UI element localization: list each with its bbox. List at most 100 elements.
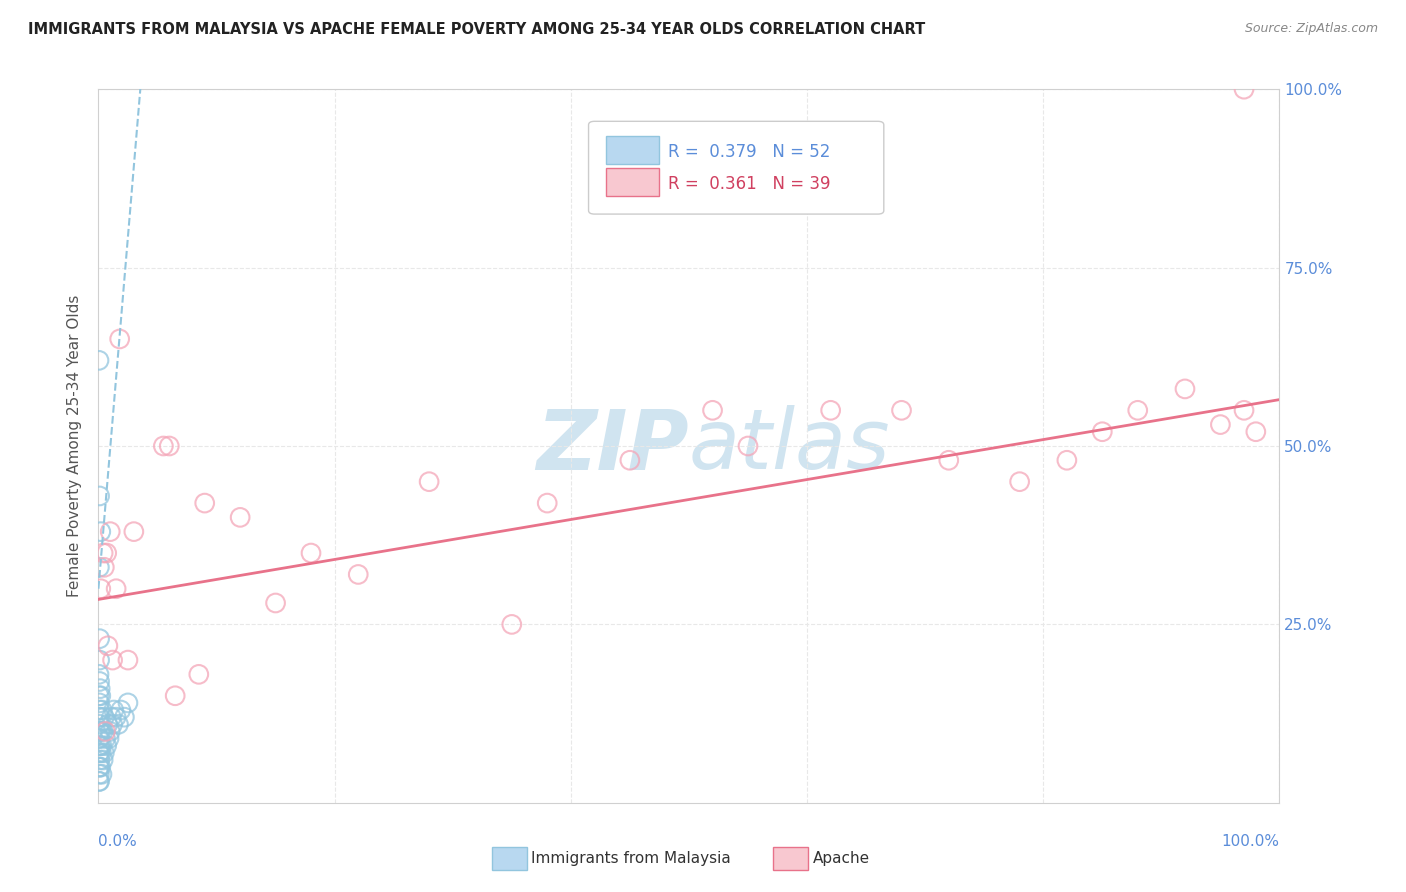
Point: [87, 667, 110, 681]
Point: [1056, 453, 1078, 467]
Text: Immigrants from Malaysia: Immigrants from Malaysia: [531, 852, 731, 866]
Point: [1174, 382, 1197, 396]
Point: [1233, 82, 1256, 96]
Point: [89, 739, 111, 753]
Point: [187, 667, 209, 681]
Point: [1008, 475, 1031, 489]
Point: [105, 710, 128, 724]
Point: [89, 560, 111, 574]
Point: [90, 724, 112, 739]
Point: [1126, 403, 1149, 417]
Point: [1209, 417, 1232, 432]
Text: IMMIGRANTS FROM MALAYSIA VS APACHE FEMALE POVERTY AMONG 25-34 YEAR OLDS CORRELAT: IMMIGRANTS FROM MALAYSIA VS APACHE FEMAL…: [28, 22, 925, 37]
Point: [108, 332, 131, 346]
Point: [96, 739, 118, 753]
Point: [89, 703, 111, 717]
Text: 0.0%: 0.0%: [98, 834, 138, 849]
Point: [90, 739, 112, 753]
Point: [264, 596, 287, 610]
Text: 100.0%: 100.0%: [1222, 834, 1279, 849]
Point: [1233, 403, 1256, 417]
Point: [299, 546, 322, 560]
Point: [89, 760, 111, 774]
Point: [418, 475, 440, 489]
Point: [89, 774, 111, 789]
Point: [103, 703, 125, 717]
Point: [194, 496, 217, 510]
Point: [89, 767, 111, 781]
Point: [91, 724, 114, 739]
Point: [87, 353, 110, 368]
Point: [97, 717, 120, 731]
Point: [87, 774, 110, 789]
Point: [890, 403, 912, 417]
Text: Source: ZipAtlas.com: Source: ZipAtlas.com: [1244, 22, 1378, 36]
Text: R =  0.361   N = 39: R = 0.361 N = 39: [668, 175, 830, 193]
Point: [101, 717, 124, 731]
Point: [536, 496, 558, 510]
Point: [91, 739, 114, 753]
Point: [229, 510, 252, 524]
Point: [101, 653, 124, 667]
Point: [91, 753, 114, 767]
Text: atlas: atlas: [689, 406, 890, 486]
Point: [98, 524, 121, 539]
Point: [87, 760, 110, 774]
Point: [112, 710, 135, 724]
Point: [737, 439, 759, 453]
Point: [94, 724, 117, 739]
Point: [90, 582, 112, 596]
Point: [90, 524, 112, 539]
Point: [165, 689, 187, 703]
Point: [501, 617, 523, 632]
Y-axis label: Female Poverty Among 25-34 Year Olds: Female Poverty Among 25-34 Year Olds: [67, 295, 83, 597]
Point: [87, 689, 110, 703]
Point: [90, 760, 112, 774]
Point: [87, 746, 110, 760]
Point: [98, 731, 121, 746]
FancyBboxPatch shape: [589, 121, 884, 214]
Point: [89, 710, 111, 724]
Point: [89, 674, 111, 689]
Point: [1244, 425, 1267, 439]
Point: [107, 717, 129, 731]
Point: [157, 439, 180, 453]
Point: [91, 767, 114, 781]
Text: Apache: Apache: [813, 852, 870, 866]
Point: [89, 731, 111, 746]
Point: [97, 639, 120, 653]
Point: [117, 653, 139, 667]
Point: [152, 439, 174, 453]
Text: R =  0.379   N = 52: R = 0.379 N = 52: [668, 143, 830, 161]
Point: [89, 653, 111, 667]
Point: [90, 746, 112, 760]
Point: [702, 403, 724, 417]
Point: [89, 489, 111, 503]
Point: [98, 724, 121, 739]
Point: [89, 717, 111, 731]
Point: [91, 546, 114, 560]
Point: [93, 710, 115, 724]
Point: [1091, 425, 1114, 439]
Point: [89, 681, 111, 696]
Point: [91, 703, 114, 717]
Point: [89, 746, 111, 760]
Point: [89, 632, 111, 646]
Point: [87, 710, 110, 724]
Text: ZIP: ZIP: [536, 406, 689, 486]
Point: [93, 746, 115, 760]
Point: [87, 731, 110, 746]
Point: [938, 453, 960, 467]
Point: [347, 567, 370, 582]
Point: [90, 689, 112, 703]
Point: [100, 710, 122, 724]
Point: [94, 731, 117, 746]
Point: [619, 453, 641, 467]
Point: [93, 560, 115, 574]
Bar: [606, 136, 659, 164]
Point: [122, 524, 145, 539]
Point: [105, 582, 128, 596]
Point: [96, 546, 118, 560]
Point: [110, 703, 132, 717]
Point: [89, 696, 111, 710]
